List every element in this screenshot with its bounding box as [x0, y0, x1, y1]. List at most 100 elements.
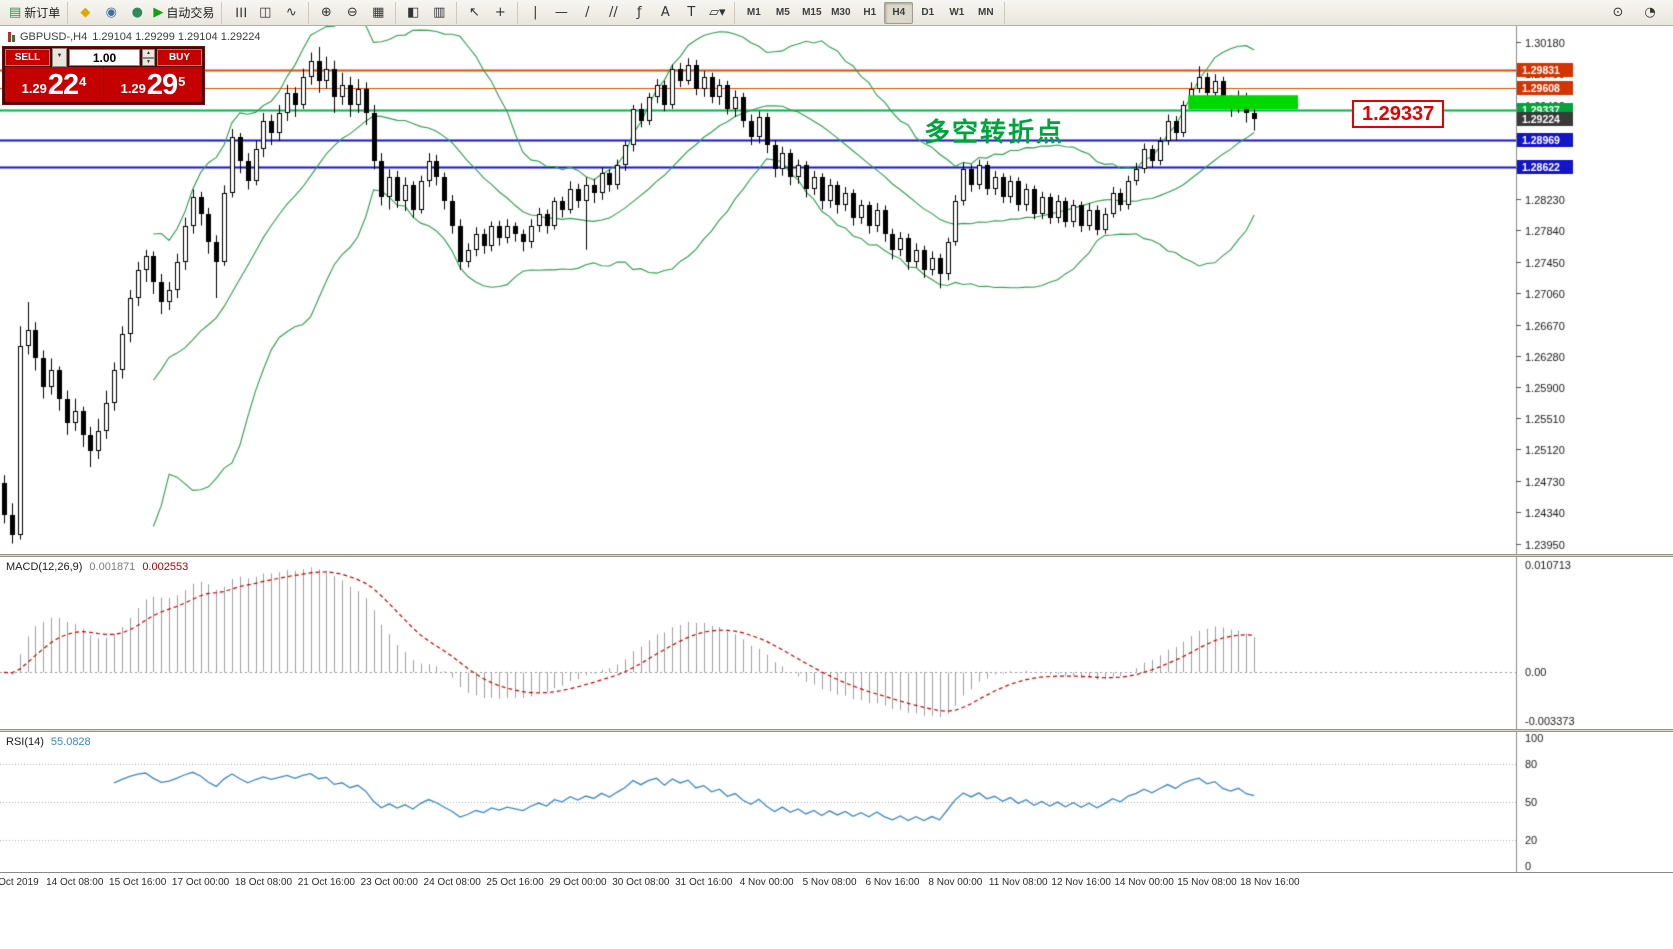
fibonacci-icon: ƒ	[637, 5, 642, 20]
time-axis-label: 8 Nov 00:00	[928, 877, 983, 888]
turning-point-annotation[interactable]: 多空转折点	[924, 118, 1065, 148]
toolbar: ▤ 新订单 ◆ ◉ ● ▶ 自动交易 ☰ ◫ ∿ ⊕ ⊖ ▦ ◧ ▥ ↖ + | — ///ƒ A T ▱▾ M1 M5 M15 M…	[0, 0, 1673, 26]
time-axis-label: 18 Nov 16:00	[1240, 877, 1300, 888]
volume-up-button[interactable]: ▲	[142, 49, 155, 58]
auto-trading-button[interactable]: ▶ 自动交易	[150, 2, 217, 24]
text-icon: A	[660, 5, 670, 20]
timeframe-m1[interactable]: M1	[746, 7, 761, 18]
channel-button[interactable]: //	[600, 2, 626, 24]
help-button[interactable]: ◔	[1637, 2, 1663, 24]
candlestick-chart-button[interactable]: ◫	[252, 2, 278, 24]
sell-button[interactable]: SELL	[5, 49, 50, 66]
macd-indicator-label: MACD(12,26,9) 0.001871 0.002553	[6, 561, 188, 573]
buy-button[interactable]: BUY	[157, 49, 202, 66]
one-click-trading-panel: SELL ▼ ▲ ▼ BUY 1.29 22 4 1.29 29 5	[2, 46, 205, 105]
price-callout[interactable]: 1.29337	[1352, 100, 1445, 128]
market-button[interactable]: ●	[124, 2, 150, 24]
new-chart-icon: ◧	[407, 5, 420, 20]
line-chart-button[interactable]: ∿	[278, 2, 304, 24]
buy-price[interactable]: 1.29 29 5	[104, 67, 202, 102]
zoom-group: ⊕ ⊖ ▦	[309, 1, 397, 24]
fibonacci-button[interactable]: ƒ	[626, 2, 652, 24]
shapes-button[interactable]: ▱▾	[704, 2, 730, 24]
volume-dropdown-button[interactable]: ▼	[52, 48, 67, 67]
time-axis-label: 29 Oct 00:00	[549, 877, 607, 888]
new-chart-button[interactable]: ◧	[400, 2, 426, 24]
chart-ohlc-values: 1.29104 1.29299 1.29104 1.29224	[92, 31, 261, 43]
horizontal-line-button[interactable]: —	[548, 2, 574, 24]
timeframe-h4[interactable]: H4	[884, 1, 914, 24]
timeframe-m15[interactable]: M15	[802, 7, 822, 18]
volume-stepper: ▲ ▼	[142, 49, 155, 66]
time-axis-label: 23 Oct 00:00	[360, 877, 418, 888]
buy-price-pip: 5	[178, 74, 186, 89]
rsi-panel-canvas[interactable]	[0, 732, 1673, 872]
timeframe-w1[interactable]: W1	[949, 7, 965, 18]
bar-chart-button[interactable]: ☰	[226, 2, 252, 24]
panel-divider[interactable]	[0, 729, 1673, 732]
trendline-icon: /	[585, 5, 590, 20]
macd-panel-canvas[interactable]	[0, 557, 1673, 729]
time-axis-label: 30 Oct 08:00	[612, 877, 670, 888]
search-button[interactable]: ⊙	[1605, 2, 1631, 24]
macd-signal-value: 0.002553	[142, 561, 189, 573]
time-axis-label: 14 Nov 00:00	[1114, 877, 1174, 888]
time-axis-label: 25 Oct 16:00	[486, 877, 544, 888]
vertical-line-icon: |	[533, 5, 538, 20]
services-group: ◆ ◉ ● ▶ 自动交易	[68, 1, 223, 24]
time-axis-label: 18 Oct 08:00	[234, 877, 293, 888]
crosshair-icon: +	[494, 5, 506, 20]
bottom-strip	[0, 892, 1673, 949]
order-group: ▤ 新订单	[2, 1, 69, 24]
time-axis-label: 11 Nov 08:00	[988, 877, 1048, 888]
panel-divider[interactable]	[0, 554, 1673, 557]
crosshair-button[interactable]: +	[487, 2, 513, 24]
text-button[interactable]: A	[652, 2, 678, 24]
timeframe-mn[interactable]: MN	[978, 7, 994, 18]
auto-trading-icon: ▶	[153, 5, 164, 20]
macd-name: MACD(12,26,9)	[6, 561, 83, 573]
search-icon: ⊙	[1612, 5, 1624, 20]
toolbar-right: ⊙ ◔	[1605, 2, 1673, 24]
label-button[interactable]: T	[678, 2, 704, 24]
tile-windows-button[interactable]: ▦	[365, 2, 391, 24]
cursor-group: ↖ +	[457, 1, 519, 24]
market-icon: ●	[131, 5, 143, 20]
timeframe-m5[interactable]: M5	[775, 7, 790, 18]
new-order-button[interactable]: ▤ 新订单	[6, 2, 63, 24]
vertical-line-button[interactable]: |	[522, 2, 548, 24]
time-axis-label: 11 Oct 2019	[0, 877, 39, 888]
metaeditor-button[interactable]: ◆	[72, 2, 98, 24]
chart-title: GBPUSD-,H4	[20, 31, 88, 43]
volume-input[interactable]	[69, 49, 140, 66]
sell-price-prefix: 1.29	[21, 81, 47, 96]
zoom-in-icon: ⊕	[320, 5, 332, 20]
time-axis-label: 12 Nov 16:00	[1051, 877, 1111, 888]
new-order-button-label: 新订单	[24, 6, 61, 20]
buy-price-prefix: 1.29	[120, 81, 146, 96]
time-axis-label: 24 Oct 08:00	[423, 877, 481, 888]
horizontal-line-icon: —	[554, 5, 568, 20]
rsi-indicator-label: RSI(14) 55.0828	[6, 736, 91, 748]
objects-group: | — ///ƒ A T ▱▾	[518, 1, 736, 24]
timeframe-d1[interactable]: D1	[921, 7, 935, 18]
time-axis[interactable]: 11 Oct 2019 14 Oct 08:00 15 Oct 16:00 17 Oc…	[0, 872, 1673, 893]
cursor-button[interactable]: ↖	[461, 2, 487, 24]
timeframe-m30[interactable]: M30	[831, 7, 851, 18]
sell-price[interactable]: 1.29 22 4	[5, 67, 104, 102]
zoom-in-button[interactable]: ⊕	[313, 2, 339, 24]
timeframe-h1[interactable]: H1	[863, 7, 877, 18]
chart-header: GBPUSD-,H4 1.29104 1.29299 1.29104 1.292…	[8, 31, 260, 43]
channel-icon: //	[608, 5, 618, 20]
new-order-icon: ▤	[9, 5, 22, 20]
trendline-button[interactable]: /	[574, 2, 600, 24]
zoom-out-button[interactable]: ⊖	[339, 2, 365, 24]
profiles-button[interactable]: ▥	[426, 2, 452, 24]
chart-type-group: ☰ ◫ ∿	[222, 1, 310, 24]
time-axis-label: 15 Nov 08:00	[1177, 877, 1237, 888]
bar-chart-icon: ☰	[231, 6, 247, 19]
time-axis-label: 14 Oct 08:00	[46, 877, 104, 888]
zoom-out-icon: ⊖	[346, 5, 358, 20]
community-button[interactable]: ◉	[98, 2, 124, 24]
volume-down-button[interactable]: ▼	[142, 57, 155, 66]
